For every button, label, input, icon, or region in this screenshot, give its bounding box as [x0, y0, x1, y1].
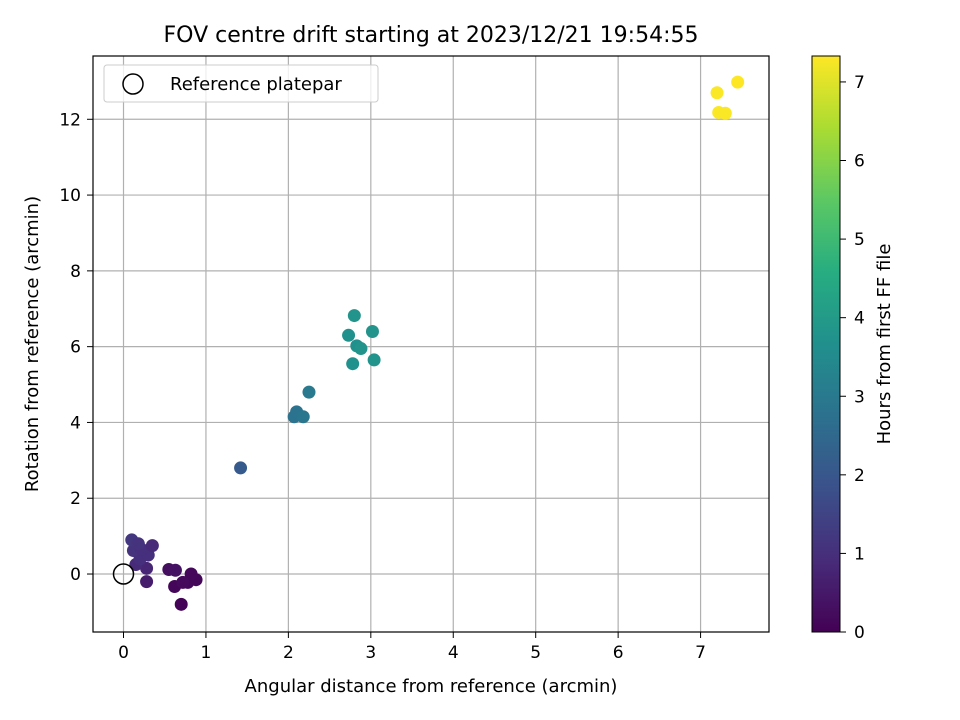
chart-title: FOV centre drift starting at 2023/12/21 … — [164, 23, 699, 48]
x-tick-label: 3 — [365, 643, 376, 663]
colorbar-tick-label: 2 — [854, 466, 865, 486]
data-point — [296, 410, 310, 424]
data-point — [145, 539, 159, 553]
colorbar-tick-label: 5 — [854, 230, 865, 250]
colorbar-tick-label: 7 — [854, 73, 865, 93]
plot-points — [112, 75, 745, 611]
y-tick-label: 12 — [59, 110, 81, 130]
y-axis: 0 2 4 6 8 10 12 — [59, 110, 93, 585]
data-point — [184, 567, 198, 581]
x-tick-label: 0 — [118, 643, 129, 663]
data-point — [174, 597, 188, 611]
colorbar-tick-label: 3 — [854, 387, 865, 407]
colorbar-ticks: 0 1 2 3 4 5 6 7 — [840, 73, 865, 643]
y-tick-label: 10 — [59, 186, 81, 206]
plot-frame — [92, 55, 770, 633]
colorbar-tick-label: 6 — [854, 152, 865, 172]
data-point — [140, 561, 154, 575]
x-tick-label: 6 — [613, 643, 624, 663]
y-tick-label: 2 — [70, 489, 81, 509]
y-tick-label: 8 — [70, 262, 81, 282]
y-tick-label: 0 — [70, 565, 81, 585]
data-point — [367, 353, 381, 367]
x-tick-label: 7 — [695, 643, 706, 663]
colorbar-label: Hours from first FF file — [874, 244, 895, 445]
data-point — [354, 342, 368, 356]
data-point — [346, 357, 360, 371]
colorbar-tick-label: 1 — [854, 544, 865, 564]
reference-platepar-marker — [112, 563, 135, 585]
legend-marker — [122, 73, 144, 95]
y-tick-label: 4 — [70, 413, 81, 433]
colorbar-tick-label: 4 — [854, 309, 865, 329]
x-tick-label: 2 — [283, 643, 294, 663]
data-point — [302, 385, 316, 399]
data-point — [176, 575, 190, 589]
x-axis: 0 1 2 3 4 5 6 7 — [118, 632, 706, 663]
legend-box — [103, 64, 379, 103]
data-point — [710, 86, 724, 100]
data-point — [347, 309, 361, 323]
x-tick-label: 1 — [201, 643, 212, 663]
colorbar-gradient — [811, 55, 841, 633]
colorbar: 0 1 2 3 4 5 6 7 Hours from first FF file — [811, 55, 895, 643]
data-point — [731, 75, 745, 89]
data-point — [718, 106, 732, 120]
legend-label: Reference platepar — [170, 74, 342, 95]
data-point — [140, 575, 154, 589]
legend: Reference platepar — [103, 64, 379, 103]
y-tick-label: 6 — [70, 338, 81, 358]
x-axis-label: Angular distance from reference (arcmin) — [245, 676, 618, 697]
data-point — [131, 537, 145, 551]
data-point — [365, 324, 379, 338]
colorbar-tick-label: 0 — [854, 623, 865, 643]
data-point — [168, 563, 182, 577]
grid — [93, 56, 769, 632]
data-point — [234, 461, 248, 475]
x-tick-label: 4 — [448, 643, 459, 663]
x-tick-label: 5 — [530, 643, 541, 663]
data-point — [342, 328, 356, 342]
y-axis-label: Rotation from reference (arcmin) — [22, 196, 43, 492]
